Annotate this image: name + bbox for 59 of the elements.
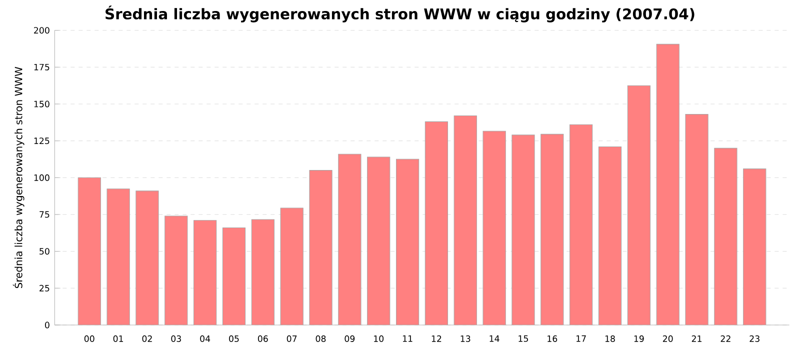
x-tick-label: 14 [490, 335, 500, 342]
x-tick-label: 05 [229, 335, 239, 342]
x-tick-label: 20 [662, 335, 673, 342]
y-tick-label: 200 [34, 27, 50, 34]
bar [367, 156, 390, 325]
bar [106, 188, 130, 325]
x-tick-label: 22 [720, 335, 730, 342]
x-tick-label: 08 [316, 335, 326, 342]
bar [743, 168, 766, 325]
x-tick-label: 13 [460, 335, 470, 342]
y-tick-label: 25 [40, 284, 50, 292]
x-tick-label: 16 [548, 335, 558, 342]
y-tick-label: 75 [40, 211, 50, 218]
x-tick-label: 21 [692, 335, 702, 342]
bar [251, 219, 274, 325]
x-tick-label: 17 [576, 335, 586, 342]
x-tick-label: 00 [84, 335, 94, 342]
y-tick-label: 100 [34, 174, 50, 181]
y-tick-label: 175 [34, 64, 50, 70]
x-tick-label: 15 [518, 335, 528, 342]
y-tick-label: 0 [45, 322, 50, 328]
bar [685, 114, 708, 325]
bar [656, 44, 680, 325]
x-tick-label: 23 [750, 335, 760, 342]
bar [598, 146, 622, 325]
bar [482, 130, 506, 325]
bar [512, 134, 535, 325]
x-tick-label: 18 [605, 335, 615, 342]
y-tick-label: 150 [34, 100, 50, 108]
bar [396, 158, 420, 325]
bar [627, 85, 650, 325]
bar [222, 227, 246, 325]
x-tick-label: 12 [432, 335, 442, 342]
bar [338, 154, 362, 325]
x-tick-label: 03 [171, 335, 181, 342]
bar [280, 208, 304, 325]
chart-title: Średnia liczba wygenerowanych stron WWW w ciągu godziny (2007.04) [106, 6, 694, 22]
x-tick-label: 04 [200, 335, 210, 342]
y-tick-label: 50 [40, 248, 50, 255]
x-tick-label: 06 [258, 335, 268, 342]
y-tick-label: 125 [34, 138, 50, 144]
bar [454, 116, 477, 325]
x-tick-label: 02 [142, 335, 152, 342]
y-axis-title: Średnia liczba wygenerowanych stron WWW [12, 66, 24, 288]
bar [714, 148, 738, 325]
x-tick-label: 07 [286, 335, 297, 342]
bar [194, 220, 217, 325]
bar [570, 124, 593, 325]
bar [78, 177, 101, 325]
x-tick-label: 11 [402, 335, 412, 342]
x-tick-label: 19 [634, 335, 644, 342]
bar [164, 216, 188, 325]
bar [136, 190, 159, 325]
bar [540, 134, 564, 325]
x-tick-label: 10 [374, 335, 384, 342]
bar [424, 121, 448, 325]
x-tick-label: 09 [344, 335, 355, 342]
bar [309, 170, 332, 325]
x-tick-label: 01 [113, 335, 123, 342]
